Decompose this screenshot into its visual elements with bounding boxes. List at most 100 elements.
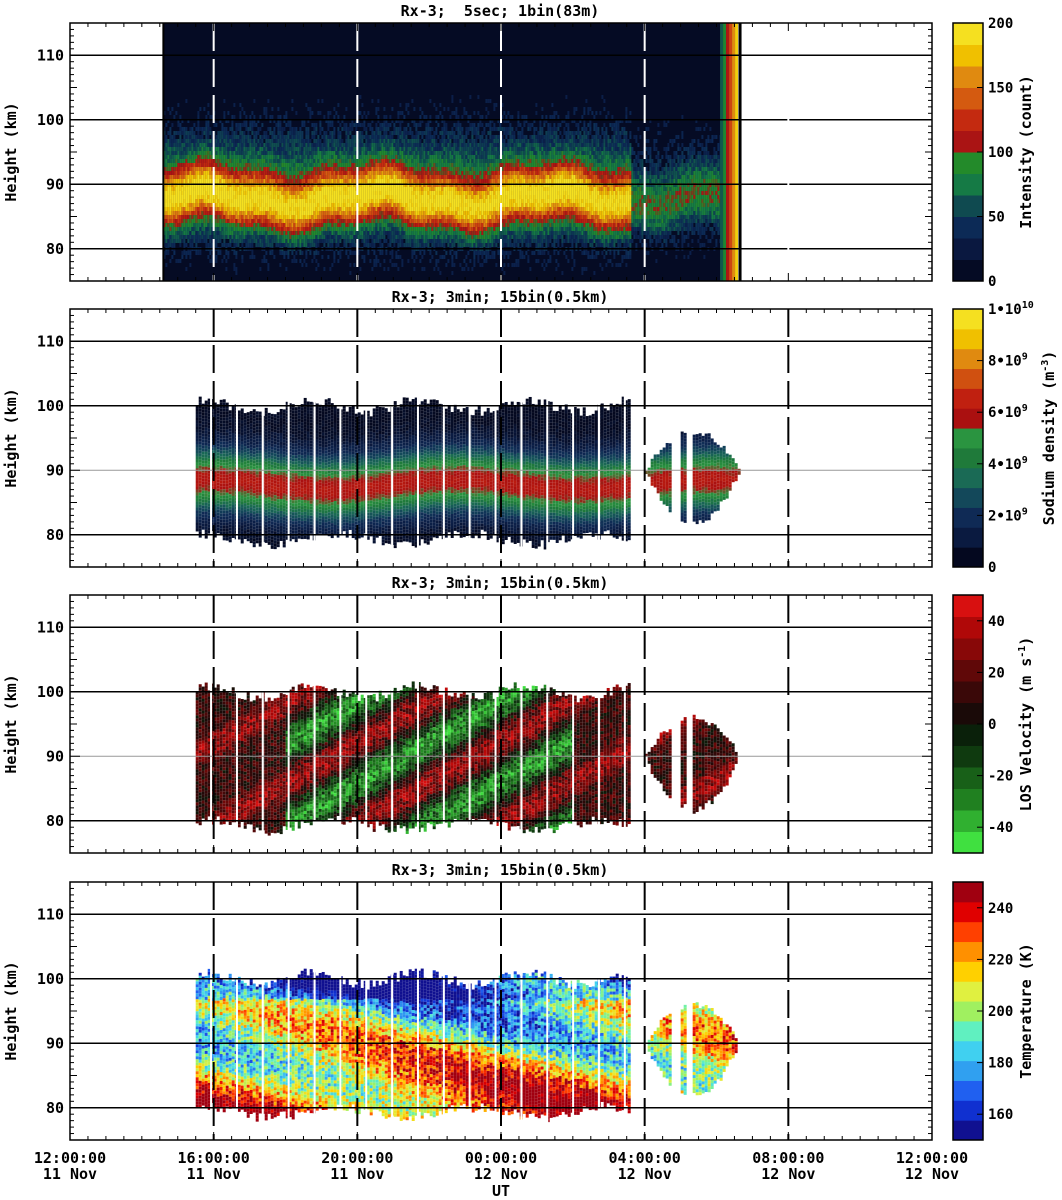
colorbar-swatch xyxy=(953,882,983,902)
panel-title-intensity: Rx-3; 5sec; 1bin(83m) xyxy=(401,2,600,20)
colorbar-tick-label: 20 xyxy=(988,665,1005,681)
dawn-edge-strip xyxy=(732,23,735,281)
data-gap xyxy=(546,882,548,1140)
colorbar-swatch xyxy=(953,349,983,369)
colorbar-swatch xyxy=(953,507,983,527)
colorbar-swatch xyxy=(953,902,983,922)
y-tick-label: 80 xyxy=(46,1099,64,1117)
colorbar-swatch xyxy=(953,1041,983,1061)
colorbar-swatch xyxy=(953,260,983,282)
colorbar-tick-label: 240 xyxy=(988,901,1013,917)
data-gap xyxy=(598,309,600,567)
colorbar-tick-label: 6•109 xyxy=(988,403,1028,421)
colorbar-swatch xyxy=(953,131,983,153)
dawn-edge-strip xyxy=(729,23,732,281)
colorbar-swatch xyxy=(953,238,983,260)
colorbar-tick-label: 0 xyxy=(988,717,996,733)
colorbar-swatch xyxy=(953,217,983,239)
data-gap xyxy=(598,882,600,1140)
colorbar-tick-label: 1•1010 xyxy=(988,300,1034,318)
colorbar-swatch xyxy=(953,66,983,88)
data-gap xyxy=(469,595,471,853)
data-gap xyxy=(443,882,445,1140)
data-gap xyxy=(624,309,626,567)
y-tick-label: 100 xyxy=(37,111,64,129)
x-tick-date: 11 Nov xyxy=(187,1165,241,1183)
colorbar-swatch xyxy=(953,1100,983,1120)
data-gap xyxy=(314,595,316,853)
ylabel-temperature: Height (km) xyxy=(2,961,20,1060)
colorbar-swatch xyxy=(953,488,983,508)
colorbar-tick-label: 180 xyxy=(988,1056,1013,1072)
panel-los-velocity: Rx-3; 3min; 15bin(0.5km) Height (km) 809… xyxy=(2,574,1035,854)
colorbar-tick-label: 40 xyxy=(988,614,1005,630)
y-tick-label: 80 xyxy=(46,812,64,830)
colorbar-swatch xyxy=(953,329,983,349)
x-axis-label: UT xyxy=(492,1182,510,1200)
colorbar-swatch xyxy=(953,810,983,832)
panel-title-velocity: Rx-3; 3min; 15bin(0.5km) xyxy=(392,574,609,592)
y-tick-label: 90 xyxy=(46,747,64,765)
colorbar-swatch xyxy=(953,1061,983,1081)
panel-title-sodium: Rx-3; 3min; 15bin(0.5km) xyxy=(392,288,609,306)
data-gap xyxy=(520,595,522,853)
data-gap xyxy=(443,309,445,567)
panel-sodium-density: Rx-3; 3min; 15bin(0.5km) Height (km) 809… xyxy=(2,288,1058,576)
colorbar-tick-label: 50 xyxy=(988,210,1005,226)
data-gap xyxy=(417,309,419,567)
data-gap xyxy=(365,882,367,1140)
colorbar-swatch xyxy=(953,23,983,45)
x-tick-date: 11 Nov xyxy=(43,1165,97,1183)
colorbar-swatch xyxy=(953,767,983,789)
data-gap xyxy=(572,309,574,567)
data-gap xyxy=(210,595,212,853)
data-gap xyxy=(546,309,548,567)
data-gap xyxy=(469,309,471,567)
colorbar-swatch xyxy=(953,369,983,389)
data-gap xyxy=(546,595,548,853)
data-gap xyxy=(391,882,393,1140)
colorbar-swatch xyxy=(953,703,983,725)
data-gap xyxy=(469,882,471,1140)
data-gap xyxy=(210,309,212,567)
colorbar-swatch xyxy=(953,660,983,682)
colorbar-swatch xyxy=(953,942,983,962)
colorbar-swatch xyxy=(953,746,983,768)
data-gap xyxy=(262,309,264,567)
colorbar-swatch xyxy=(953,309,983,329)
y-tick-label: 100 xyxy=(37,397,64,415)
y-tick-label: 110 xyxy=(37,332,64,350)
colorbar-label-sodium: Sodium density (m-3) xyxy=(1040,351,1058,526)
colorbar-tick-label: 0 xyxy=(988,560,996,576)
data-gap xyxy=(339,309,341,567)
lidar-figure: Rx-3; 5sec; 1bin(83m) Height (km) 80 90 10… xyxy=(0,0,1062,1200)
dawn-edge-strip xyxy=(735,23,738,281)
colorbar-label-velocity: LOS Velocity (m s-1) xyxy=(1017,637,1035,812)
colorbar-tick-label: -20 xyxy=(988,769,1013,785)
colorbar-swatch xyxy=(953,789,983,811)
x-tick-date: 12 Nov xyxy=(618,1165,672,1183)
data-gap xyxy=(598,595,600,853)
data-gap xyxy=(417,882,419,1140)
colorbar-swatch xyxy=(953,468,983,488)
colorbar-swatch xyxy=(953,617,983,639)
colorbar-tick-label: 8•109 xyxy=(988,352,1028,370)
colorbar-swatch xyxy=(953,547,983,567)
data-gap xyxy=(391,595,393,853)
data-gap xyxy=(443,595,445,853)
data-gap xyxy=(288,882,290,1140)
dawn-edge-strip xyxy=(720,23,723,281)
y-tick-label: 80 xyxy=(46,240,64,258)
colorbar-swatch xyxy=(953,832,983,854)
y-tick-label: 110 xyxy=(37,46,64,64)
data-gap xyxy=(339,595,341,853)
dawn-edge-strip xyxy=(726,23,729,281)
data-gap xyxy=(365,595,367,853)
colorbar-swatch xyxy=(953,448,983,468)
data-gap xyxy=(314,309,316,567)
y-tick-label: 110 xyxy=(37,905,64,923)
colorbar-swatch xyxy=(953,681,983,703)
